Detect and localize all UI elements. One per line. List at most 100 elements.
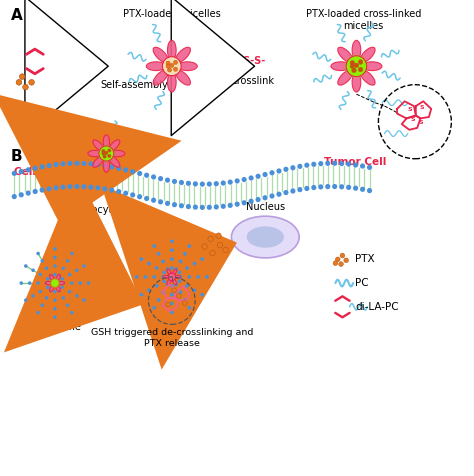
- Circle shape: [82, 298, 86, 302]
- Circle shape: [29, 79, 35, 85]
- Circle shape: [98, 145, 115, 162]
- Circle shape: [304, 186, 310, 191]
- Circle shape: [353, 186, 358, 191]
- Text: Cell Membrane: Cell Membrane: [14, 167, 102, 177]
- Ellipse shape: [173, 269, 177, 275]
- Circle shape: [170, 284, 173, 288]
- Circle shape: [46, 186, 52, 191]
- Text: Endocytosis: Endocytosis: [73, 205, 131, 215]
- Circle shape: [340, 253, 345, 258]
- Ellipse shape: [110, 150, 125, 157]
- Circle shape: [161, 290, 165, 294]
- Circle shape: [54, 162, 59, 167]
- Circle shape: [352, 68, 356, 73]
- Circle shape: [74, 160, 80, 166]
- Circle shape: [291, 165, 295, 170]
- Ellipse shape: [331, 62, 350, 70]
- Circle shape: [158, 176, 163, 181]
- Circle shape: [78, 281, 82, 285]
- Circle shape: [336, 257, 340, 262]
- Circle shape: [304, 163, 310, 168]
- Circle shape: [102, 152, 105, 155]
- Circle shape: [325, 161, 330, 166]
- Circle shape: [31, 268, 35, 272]
- Ellipse shape: [360, 70, 375, 85]
- Circle shape: [18, 169, 24, 174]
- Circle shape: [66, 259, 69, 263]
- Circle shape: [183, 252, 187, 256]
- Circle shape: [235, 178, 240, 184]
- Circle shape: [53, 307, 57, 310]
- Circle shape: [185, 284, 189, 288]
- Text: S: S: [419, 105, 424, 110]
- Ellipse shape: [338, 47, 353, 62]
- Circle shape: [318, 184, 323, 189]
- Circle shape: [137, 194, 142, 199]
- Circle shape: [49, 274, 53, 278]
- Circle shape: [263, 172, 268, 177]
- Circle shape: [109, 188, 114, 193]
- Circle shape: [166, 302, 170, 307]
- Ellipse shape: [167, 278, 171, 285]
- Circle shape: [174, 268, 178, 271]
- Text: PTX: PTX: [355, 254, 374, 264]
- Circle shape: [45, 296, 48, 300]
- Circle shape: [165, 201, 170, 206]
- Ellipse shape: [103, 135, 109, 149]
- Text: di-LA-PC: di-LA-PC: [355, 302, 399, 312]
- Circle shape: [28, 281, 31, 285]
- Circle shape: [172, 288, 176, 292]
- Ellipse shape: [103, 158, 109, 172]
- Circle shape: [350, 64, 355, 69]
- Circle shape: [339, 262, 343, 267]
- Circle shape: [173, 67, 178, 71]
- Circle shape: [166, 64, 170, 68]
- Text: Self-assembly: Self-assembly: [100, 80, 168, 90]
- Ellipse shape: [146, 62, 166, 70]
- Circle shape: [82, 184, 86, 189]
- Circle shape: [283, 167, 289, 172]
- Circle shape: [196, 275, 200, 279]
- Circle shape: [170, 266, 173, 270]
- Circle shape: [297, 187, 302, 192]
- Circle shape: [354, 63, 359, 68]
- Circle shape: [19, 74, 25, 79]
- Circle shape: [155, 284, 158, 288]
- Circle shape: [62, 267, 65, 270]
- Circle shape: [200, 181, 205, 187]
- Circle shape: [172, 202, 177, 207]
- Circle shape: [61, 161, 65, 167]
- Circle shape: [88, 161, 93, 167]
- Ellipse shape: [55, 275, 60, 281]
- Circle shape: [179, 259, 182, 263]
- Circle shape: [207, 205, 212, 210]
- Circle shape: [12, 194, 17, 199]
- Circle shape: [36, 252, 40, 255]
- Circle shape: [179, 275, 182, 279]
- Circle shape: [102, 149, 105, 153]
- Circle shape: [57, 288, 61, 292]
- Circle shape: [162, 270, 166, 274]
- Ellipse shape: [173, 278, 177, 285]
- Text: Endosome: Endosome: [29, 322, 81, 332]
- Circle shape: [311, 185, 316, 190]
- Circle shape: [168, 273, 175, 281]
- Circle shape: [151, 174, 156, 179]
- Text: S: S: [408, 108, 412, 112]
- Circle shape: [66, 304, 69, 307]
- Circle shape: [166, 61, 170, 65]
- Ellipse shape: [360, 47, 375, 62]
- Circle shape: [178, 270, 181, 274]
- Ellipse shape: [352, 40, 361, 60]
- Circle shape: [53, 247, 57, 251]
- Circle shape: [358, 67, 363, 72]
- Text: PC: PC: [355, 278, 369, 288]
- Circle shape: [70, 281, 73, 285]
- Circle shape: [62, 281, 65, 285]
- Circle shape: [214, 204, 219, 209]
- Circle shape: [360, 187, 365, 192]
- Circle shape: [165, 178, 170, 183]
- Circle shape: [332, 184, 337, 189]
- Circle shape: [255, 197, 261, 202]
- Circle shape: [45, 267, 48, 270]
